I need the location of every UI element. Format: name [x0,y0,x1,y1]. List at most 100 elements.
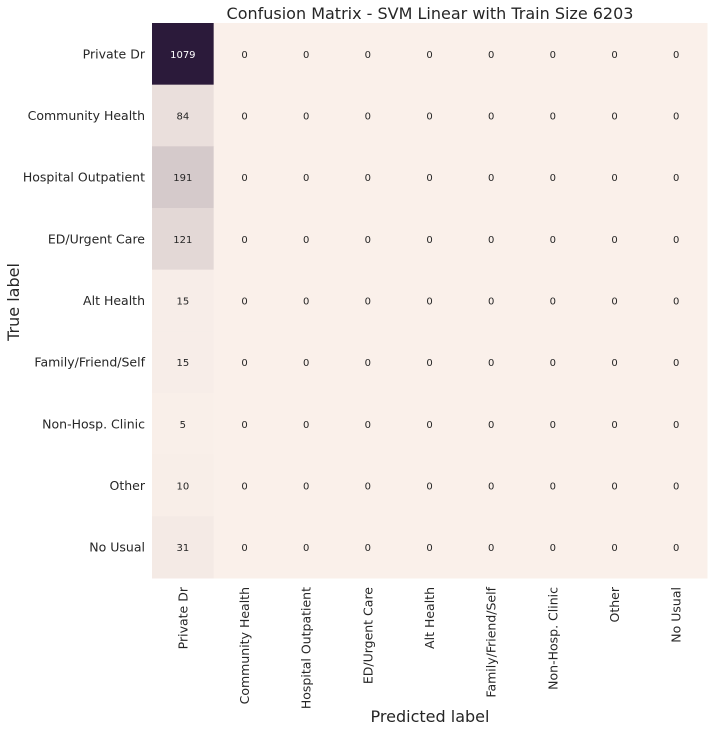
cell-value-label: 0 [550,50,556,61]
cell-value-label: 0 [611,50,617,61]
cell-value-label: 0 [426,50,432,61]
cell-value-label: 0 [426,112,432,123]
heatmap-cell [522,146,585,209]
cell-value-label: 0 [426,420,432,431]
heatmap-cell [398,454,461,517]
cell-value-label: 0 [241,50,247,61]
cell-value-label: 121 [173,235,192,246]
cell-value-label: 0 [673,482,679,493]
y-tick-label: Alt Health [83,293,145,308]
cell-value-label: 0 [426,173,432,184]
heatmap-cell [398,331,461,394]
cell-value-label: 0 [365,297,371,308]
heatmap-cell [398,208,461,271]
y-tick-label: Community Health [28,108,145,123]
cell-value-label: 0 [673,50,679,61]
heatmap-cell [645,84,708,147]
heatmap-cell [337,146,400,209]
cell-value-label: 0 [365,112,371,123]
heatmap-cell [152,516,215,579]
heatmap-cells [152,23,708,579]
heatmap-cell [583,84,646,147]
heatmap-cell [583,208,646,271]
cell-value-label: 15 [176,358,189,369]
heatmap-cell [152,146,215,209]
heatmap-cell [645,146,708,209]
cell-value-label: 15 [176,297,189,308]
cell-value-label: 0 [611,297,617,308]
heatmap-cell [460,23,523,86]
heatmap-cell [213,208,276,271]
cell-value-label: 0 [673,235,679,246]
heatmap-cell [645,269,708,332]
cell-value-label: 0 [488,543,494,554]
heatmap-cell [213,23,276,86]
heatmap-cell [522,454,585,517]
cell-value-label: 0 [303,235,309,246]
cell-value-label: 0 [241,112,247,123]
chart-title: Confusion Matrix - SVM Linear with Train… [227,4,634,23]
cell-value-label: 0 [303,50,309,61]
heatmap-cell [152,23,215,86]
heatmap-cell [152,393,215,456]
heatmap-cell [645,208,708,271]
cell-value-label: 0 [611,235,617,246]
cell-value-label: 0 [488,235,494,246]
heatmap-cell [275,516,338,579]
x-tick-label: ED/Urgent Care [360,587,375,684]
cell-value-label: 0 [550,173,556,184]
heatmap-cell [337,269,400,332]
heatmap-cell [583,23,646,86]
heatmap-cell [337,516,400,579]
cell-value-label: 0 [303,112,309,123]
heatmap-cell [583,269,646,332]
heatmap-cell [398,516,461,579]
heatmap-cell [460,516,523,579]
y-tick-label: Hospital Outpatient [23,170,145,185]
cell-value-label: 0 [673,173,679,184]
x-tick-label: Community Health [237,587,252,704]
y-tick-label: Non-Hosp. Clinic [42,416,145,431]
cell-value-label: 0 [241,482,247,493]
cell-value-label: 0 [488,50,494,61]
heatmap-cell [645,393,708,456]
cell-value-label: 0 [365,235,371,246]
cell-value-label: 0 [365,420,371,431]
heatmap-cell [213,393,276,456]
x-axis-tick-labels: Private Dr Community Health Hospital Outpa… [175,586,683,709]
heatmap-cell [337,23,400,86]
heatmap-cell [460,146,523,209]
cell-value-label: 0 [550,420,556,431]
heatmap-cell [398,84,461,147]
heatmap-cell [152,84,215,147]
heatmap-cell [213,84,276,147]
cell-value-label: 0 [488,420,494,431]
cell-value-label: 0 [488,482,494,493]
cell-value-label: 0 [241,297,247,308]
heatmap-cell [337,331,400,394]
y-tick-label: Other [110,478,146,493]
cell-value-label: 84 [176,112,189,123]
cell-value-label: 10 [176,482,189,493]
cell-value-label: 0 [241,358,247,369]
heatmap-cell [460,269,523,332]
heatmap-cell [460,84,523,147]
cell-value-label: 0 [550,543,556,554]
cell-value-label: 0 [673,112,679,123]
heatmap-cell [275,146,338,209]
heatmap-cell [337,454,400,517]
heatmap-cell [152,454,215,517]
y-axis-label: True label [4,263,23,342]
x-tick-label: Private Dr [175,586,190,649]
cell-value-label: 0 [488,112,494,123]
heatmap-cell [213,146,276,209]
cell-value-label: 0 [365,482,371,493]
heatmap-cell [275,393,338,456]
heatmap-cell [460,208,523,271]
heatmap-cell [275,331,338,394]
heatmap-cell [645,23,708,86]
cell-value-label: 0 [611,482,617,493]
cell-value-label: 0 [365,173,371,184]
cell-value-label: 0 [365,50,371,61]
cell-value-label: 0 [673,543,679,554]
